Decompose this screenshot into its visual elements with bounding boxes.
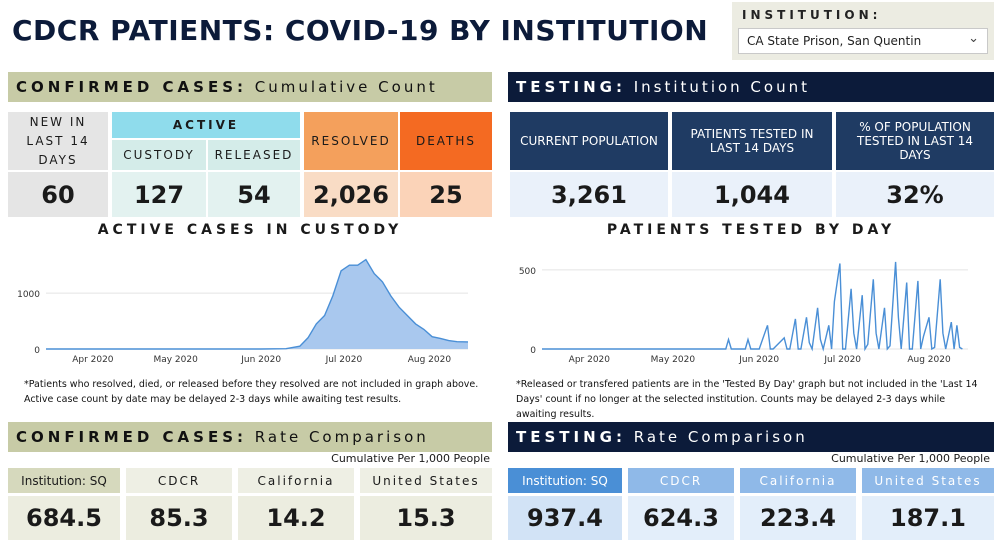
active-chart-note: *Patients who resolved, died, or release… (24, 379, 479, 405)
custody-label: CUSTODY (112, 140, 206, 170)
confirmed-band-light: Cumulative Count (254, 78, 438, 96)
testing-rate-band-bold: TESTING: (516, 428, 626, 446)
resolved-value: 2,026 (304, 172, 398, 217)
institution-label: INSTITUTION: (742, 8, 882, 22)
testing-rate-band-light: Rate Comparison (633, 428, 808, 446)
confirmed-rate-band-bold: CONFIRMED CASES: (16, 428, 248, 446)
tested-chart-x-tick-label: Aug 2020 (907, 355, 951, 365)
tested-chart-x-tick-label: Jul 2020 (823, 355, 861, 365)
institution-filter: INSTITUTION: CA State Prison, San Quenti… (732, 2, 994, 60)
active-chart-area (46, 259, 468, 349)
testing-rate-cdcr-value: 624.3 (628, 496, 734, 540)
tested14-label: PATIENTS TESTED IN LAST 14 DAYS (672, 112, 832, 170)
tested-chart-series-line (542, 261, 963, 352)
confirmed-rate-us-label: United States (360, 468, 492, 493)
testing-rate-ca-value: 223.4 (740, 496, 856, 540)
page-title: CDCR PATIENTS: COVID-19 BY INSTITUTION (12, 14, 709, 47)
confirmed-cumulative-band: CONFIRMED CASES: Cumulative Count (8, 72, 492, 102)
active-chart-x-tick-label: Aug 2020 (408, 355, 452, 365)
deaths-label: DEATHS (400, 112, 492, 170)
testing-rate-us-label: United States (862, 468, 994, 493)
released-value: 54 (208, 172, 300, 217)
testing-count-band: TESTING: Institution Count (508, 72, 994, 102)
new14-label-text: NEW IN LAST 14 DAYS (26, 114, 90, 167)
active-chart-y-tick-label: 0 (34, 346, 40, 356)
deaths-value: 25 (400, 172, 492, 217)
tested-chart-x-tick-label: Jun 2020 (738, 355, 779, 365)
confirmed-per-label: Cumulative Per 1,000 People (331, 452, 490, 465)
testing-rate-ca-label: California (740, 468, 856, 493)
population-label: CURRENT POPULATION (510, 112, 668, 170)
tested-chart-title: PATIENTS TESTED BY DAY (606, 222, 896, 238)
active-chart-y-tick-label: 1000 (17, 290, 40, 300)
population-value: 3,261 (510, 172, 668, 217)
testing-band-bold: TESTING: (516, 78, 626, 96)
chevron-down-icon[interactable]: ⌄ (968, 31, 979, 46)
confirmed-rate-cdcr-value: 85.3 (126, 496, 232, 540)
testing-rate-inst-value: 937.4 (508, 496, 622, 540)
confirmed-rate-inst-label: Institution: SQ (8, 468, 120, 493)
testing-rate-us-value: 187.1 (862, 496, 994, 540)
testing-rate-band: TESTING: Rate Comparison (508, 422, 994, 452)
new14-value: 60 (8, 172, 108, 217)
active-header: ACTIVE (112, 112, 300, 138)
pct-tested-label: % OF POPULATION TESTED IN LAST 14 DAYS (836, 112, 994, 170)
custody-value: 127 (112, 172, 206, 217)
testing-rate-inst-label: Institution: SQ (508, 468, 622, 493)
released-label: RELEASED (208, 140, 300, 170)
pct-tested-value: 32% (836, 172, 994, 217)
tested-chart-y-tick-label: 0 (530, 346, 536, 356)
confirmed-rate-ca-value: 14.2 (238, 496, 354, 540)
active-chart-series-line (46, 258, 469, 350)
resolved-label: RESOLVED (304, 112, 398, 170)
confirmed-band-bold: CONFIRMED CASES: (16, 78, 248, 96)
testing-per-label: Cumulative Per 1,000 People (831, 452, 990, 465)
new14-label: NEW IN LAST 14 DAYS (8, 112, 108, 170)
active-cases-chart: 0 1000 Apr 2020 May 2020 Jun 2020 Jul 2020 Aug… (17, 258, 469, 365)
active-chart-x-tick-label: Jun 2020 (240, 355, 281, 365)
institution-selected-value: CA State Prison, San Quentin (747, 34, 922, 48)
tested-chart-x-tick-label: Apr 2020 (569, 355, 611, 365)
active-chart-x-tick-label: May 2020 (153, 355, 198, 365)
testing-band-light: Institution Count (633, 78, 810, 96)
tested-chart-note: *Released or transfered patients are in … (516, 379, 978, 420)
testing-rate-cdcr-label: CDCR (628, 468, 734, 493)
confirmed-rate-us-value: 15.3 (360, 496, 492, 540)
confirmed-rate-ca-label: California (238, 468, 354, 493)
confirmed-rate-inst-value: 684.5 (8, 496, 120, 540)
institution-select[interactable]: CA State Prison, San Quentin ⌄ (738, 28, 988, 54)
tested-by-day-chart: 0 500 Apr 2020 May 2020 Jun 2020 Jul 2020 Aug … (519, 261, 968, 365)
tested14-value: 1,044 (672, 172, 832, 217)
active-chart-x-tick-label: Apr 2020 (72, 355, 114, 365)
confirmed-rate-cdcr-label: CDCR (126, 468, 232, 493)
confirmed-rate-band: CONFIRMED CASES: Rate Comparison (8, 422, 492, 452)
tested-chart-y-tick-label: 500 (519, 267, 536, 277)
active-chart-x-tick-label: Jul 2020 (325, 355, 363, 365)
active-chart-title: ACTIVE CASES IN CUSTODY (97, 222, 403, 238)
confirmed-rate-band-light: Rate Comparison (254, 428, 429, 446)
tested-chart-x-tick-label: May 2020 (651, 355, 696, 365)
